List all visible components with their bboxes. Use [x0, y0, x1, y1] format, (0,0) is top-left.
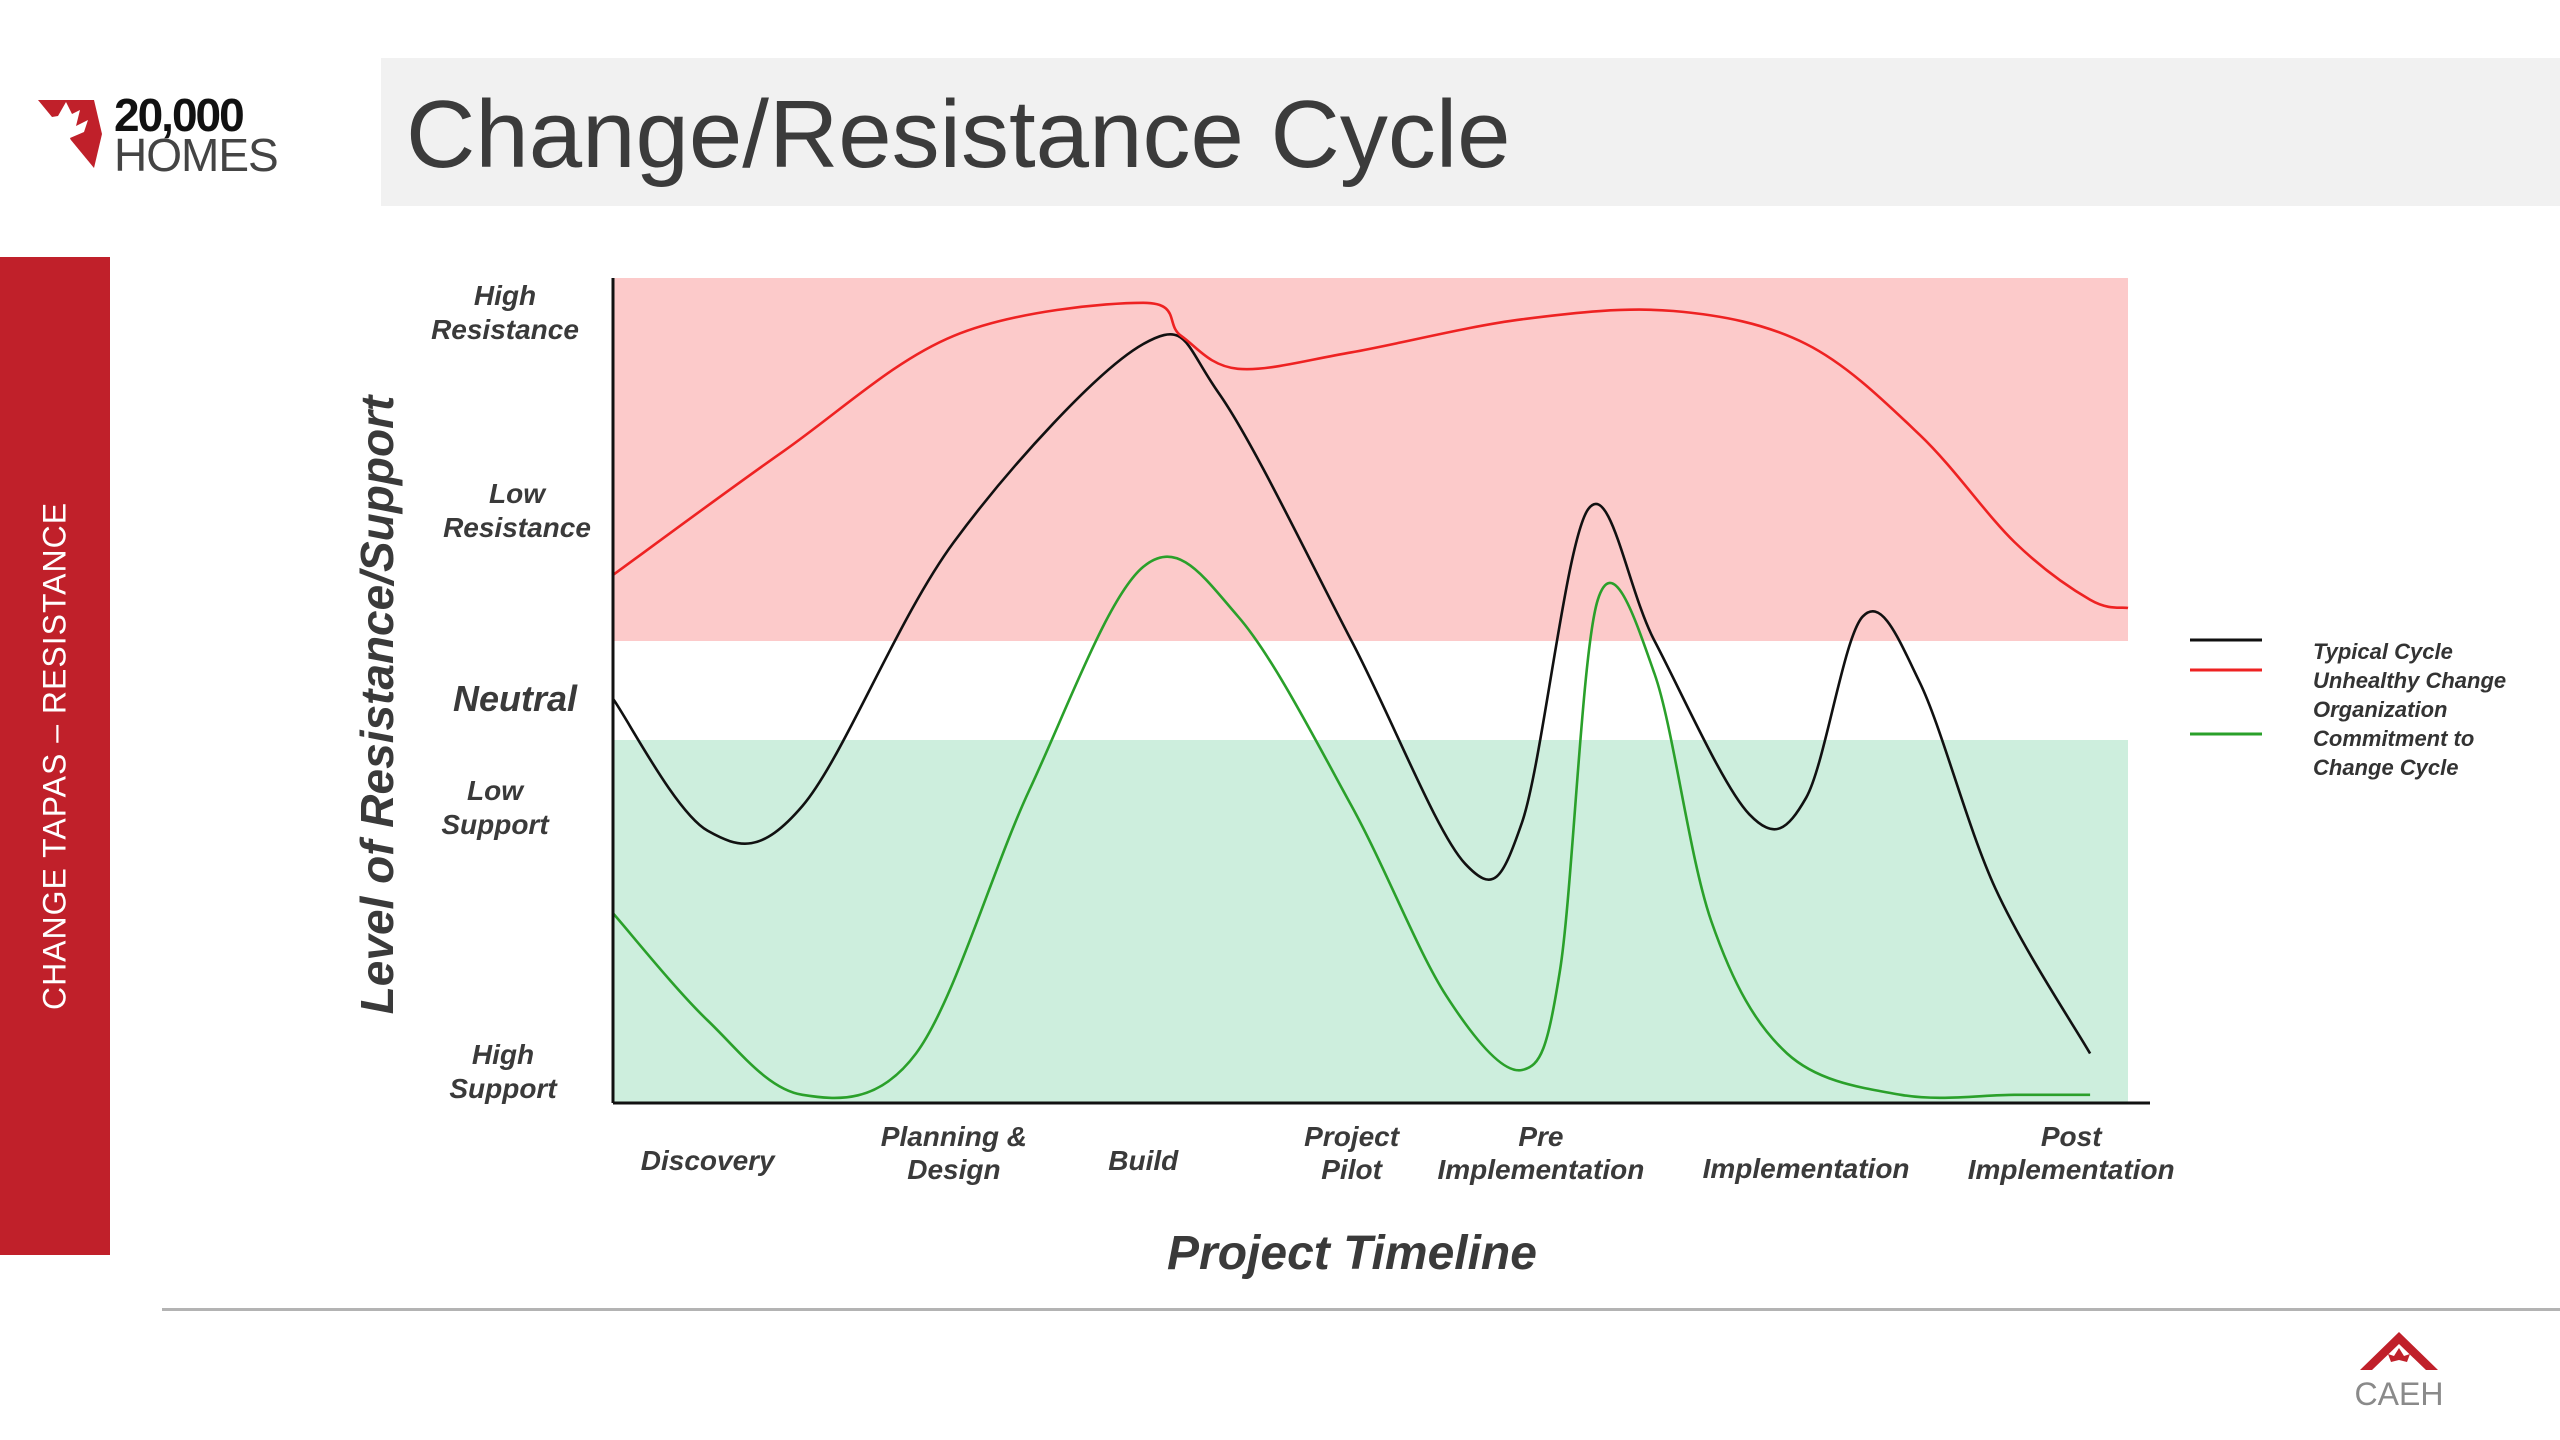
support-zone: [613, 740, 2128, 1103]
x-tick-label: Discovery: [641, 1145, 776, 1176]
logo-word: HOMES: [114, 129, 279, 181]
logo-number: 20,000: [114, 89, 245, 141]
x-tick-label: Post Implementation: [1968, 1121, 2175, 1185]
section-side-tab: CHANGE TAPAS – RESISTANCE: [0, 257, 110, 1255]
typical-cycle-line: [611, 333, 2092, 1055]
y-tick-label: Low Support: [441, 775, 550, 840]
footer-rule: [162, 1308, 2560, 1311]
x-tick-label: Planning & Design: [881, 1121, 1027, 1185]
caeh-roof-icon: [2360, 1332, 2438, 1370]
x-tick-label: Implementation: [1703, 1153, 1910, 1184]
y-tick-label: High Resistance: [431, 280, 579, 345]
chart-legend: Typical Cycle Unhealthy Change Organizatio…: [2190, 638, 2506, 780]
legend-label: Commitment to Change Cycle: [2313, 726, 2474, 780]
chart-axes: [611, 278, 2150, 1105]
x-axis-title: Project Timeline: [1167, 1227, 1537, 1280]
resistance-zone: [613, 278, 2128, 641]
chart-zones: [613, 278, 2128, 1103]
unhealthy-change-line: [612, 301, 2129, 610]
legend-label: Typical Cycle: [2313, 639, 2453, 664]
caeh-logo-text: CAEH: [2354, 1376, 2444, 1412]
x-tick-labels: Discovery Planning & Design Build Project Pil…: [641, 1121, 2175, 1185]
title-band: Change/Resistance Cycle: [381, 58, 2560, 206]
y-tick-label: Low Resistance: [443, 478, 591, 543]
x-tick-label: Project Pilot: [1304, 1121, 1401, 1185]
maple-leaf-icon: [38, 100, 102, 168]
y-tick-label: High Support: [449, 1039, 558, 1104]
y-tick-label: Neutral: [453, 678, 578, 719]
caeh-logo: CAEH: [2346, 1330, 2452, 1412]
chart-series: [611, 301, 2129, 1100]
y-axis-title: Level of Resistance/Support: [351, 394, 403, 1014]
x-tick-label: Build: [1108, 1145, 1179, 1176]
commitment-cycle-line: [612, 555, 2091, 1100]
page-title: Change/Resistance Cycle: [406, 81, 1511, 188]
x-tick-label: Pre Implementation: [1437, 1121, 1644, 1185]
y-tick-labels: High Resistance Low Resistance Neutral Low Sup…: [431, 280, 591, 1104]
brand-logo: 20,000 HOMES: [36, 92, 306, 182]
legend-label: Unhealthy Change Organization: [2313, 668, 2506, 722]
neutral-zone: [613, 641, 2128, 740]
